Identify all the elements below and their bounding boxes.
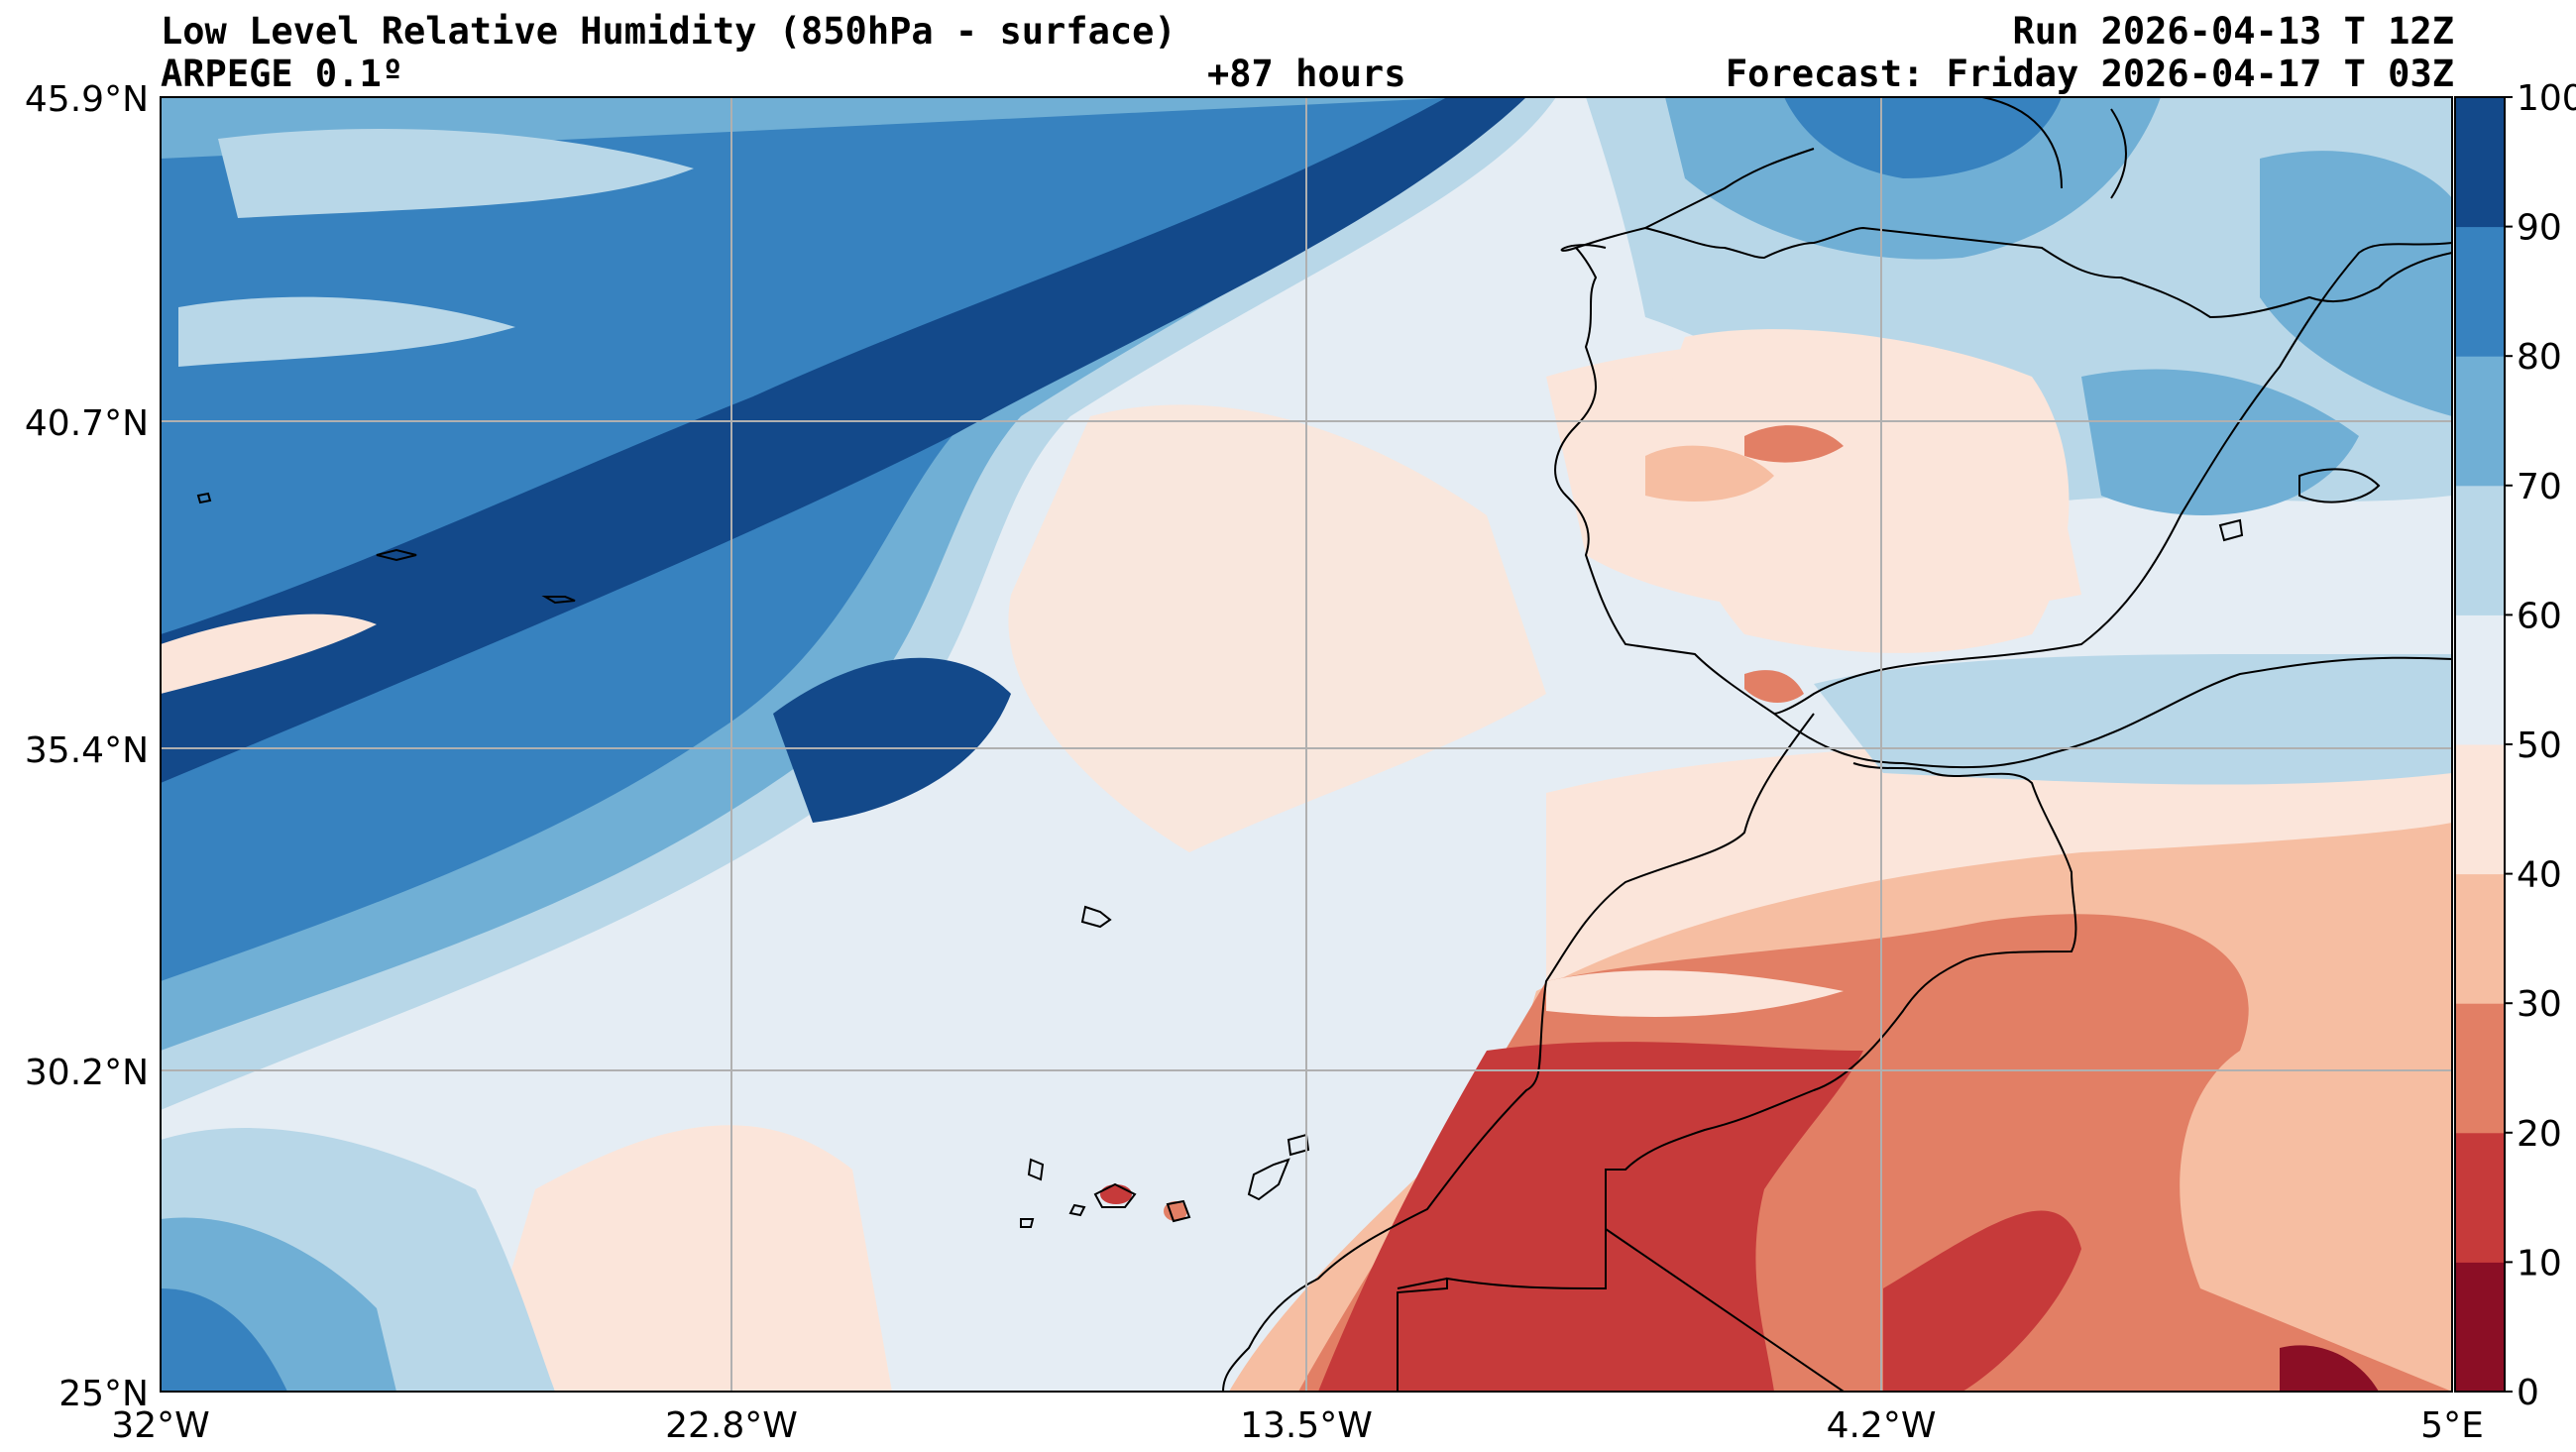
colorbar-segment xyxy=(2455,356,2505,487)
colorbar-segment xyxy=(2455,873,2505,1004)
lon-tick-label: 4.2°W xyxy=(1827,1405,1937,1446)
colorbar-tick-label: 70 xyxy=(2517,467,2562,507)
colorbar-segment xyxy=(2455,485,2505,615)
colorbar-tick-label: 80 xyxy=(2517,337,2562,378)
colorbar-tick-label: 10 xyxy=(2517,1243,2562,1284)
colorbar-tick-label: 0 xyxy=(2517,1373,2539,1413)
colorbar-segment xyxy=(2455,614,2505,745)
map-frame xyxy=(160,96,2453,1393)
lat-tick-label: 40.7°N xyxy=(25,403,149,444)
colorbar-segment xyxy=(2455,744,2505,875)
colorbar-tick-label: 30 xyxy=(2517,984,2562,1025)
lon-tick-label: 32°W xyxy=(111,1405,209,1446)
colorbar: 0 10 20 30 40 50 60 70 80 90 100 xyxy=(2454,78,2576,1413)
colorbar-segment xyxy=(2455,1003,2505,1134)
coastline xyxy=(196,97,2452,1392)
colorbar-tick-label: 20 xyxy=(2517,1114,2562,1155)
map-title: Low Level Relative Humidity (850hPa - su… xyxy=(161,10,1176,53)
model-label: ARPEGE 0.1º xyxy=(161,53,404,95)
forecast-label: Forecast: Friday 2026-04-17 T 03Z xyxy=(1725,53,2454,95)
lon-tick-label: 5°E xyxy=(2420,1405,2484,1446)
lat-tick-label: 45.9°N xyxy=(25,79,149,120)
lon-axis: 32°W 22.8°W 13.5°W 4.2°W 5°E xyxy=(111,1405,2484,1446)
lon-tick-label: 22.8°W xyxy=(665,1405,798,1446)
colorbar-tick-label: 60 xyxy=(2517,596,2562,636)
colorbar-tick-label: 40 xyxy=(2517,855,2562,896)
colorbar-tick-label: 50 xyxy=(2517,726,2562,766)
colorbar-tick-label: 90 xyxy=(2517,208,2562,249)
colorbar-segment xyxy=(2455,1132,2505,1263)
colorbar-segment xyxy=(2455,226,2505,357)
lat-axis: 45.9°N 40.7°N 35.4°N 30.2°N 25°N xyxy=(25,79,149,1414)
lat-tick-label: 35.4°N xyxy=(25,730,149,771)
colorbar-tick-label: 100 xyxy=(2517,78,2576,119)
colorbar-segment xyxy=(2455,1262,2505,1393)
colorbar-segment xyxy=(2455,97,2505,228)
lead-time-label: +87 hours xyxy=(1207,53,1406,95)
graticule xyxy=(161,97,2452,1392)
lat-tick-label: 25°N xyxy=(58,1374,149,1414)
lon-tick-label: 13.5°W xyxy=(1240,1405,1373,1446)
lat-tick-label: 30.2°N xyxy=(25,1053,149,1093)
run-label: Run 2026-04-13 T 12Z xyxy=(2012,10,2454,53)
